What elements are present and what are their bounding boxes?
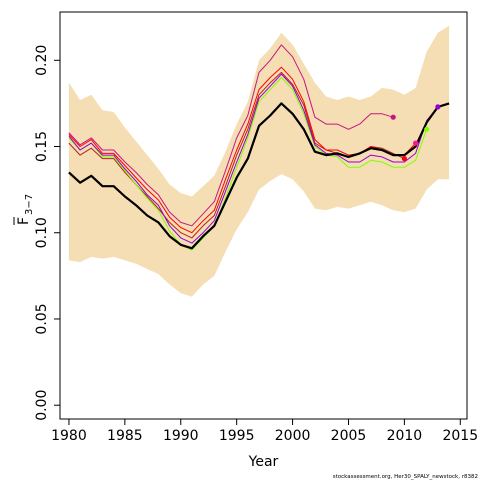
x-axis-label: Year xyxy=(248,454,279,470)
endpoint-marker-3 xyxy=(413,140,419,146)
y-tick-label-4: 0.20 xyxy=(34,45,50,76)
plot-frame xyxy=(59,11,468,420)
x-tick-label-2015: 2015 xyxy=(442,428,478,444)
x-tick-label-1995: 1995 xyxy=(219,428,255,444)
y-tick-label-0: 0.00 xyxy=(34,390,50,421)
x-tick-label-2010: 2010 xyxy=(387,428,423,444)
plot-area xyxy=(68,25,450,297)
credit-text: stockassessment.org, Her30_SPALY_newstoc… xyxy=(333,474,478,480)
series-line-peel-5 xyxy=(68,44,394,227)
x-tick-label-2000: 2000 xyxy=(275,428,311,444)
y-tick-label-3: 0.15 xyxy=(34,131,50,162)
endpoint-marker-5 xyxy=(435,104,441,110)
endpoint-marker-1 xyxy=(390,114,396,120)
series-line-peel-3 xyxy=(68,73,439,244)
series-line-peel-2 xyxy=(68,77,428,251)
axes: 1980 1985 1990 1995 2000 2005 2010 2015 0.00 0.05… xyxy=(34,45,478,444)
endpoint-marker-4 xyxy=(424,126,430,132)
y-tick-label-1: 0.05 xyxy=(34,303,50,334)
x-tick-label-2005: 2005 xyxy=(331,428,367,444)
y-axis-label-main: F xyxy=(16,217,32,225)
x-tick-label-1980: 1980 xyxy=(51,428,87,444)
endpoint-marker-2 xyxy=(401,156,407,162)
y-tick-label-2: 0.10 xyxy=(34,217,50,248)
x-tick-label-1990: 1990 xyxy=(163,428,199,444)
y-axis-label: F 3−7 xyxy=(13,194,35,225)
y-axis-label-subscript: 3−7 xyxy=(24,194,35,215)
series-line-main xyxy=(68,102,450,250)
x-tick-label-1985: 1985 xyxy=(107,428,143,444)
